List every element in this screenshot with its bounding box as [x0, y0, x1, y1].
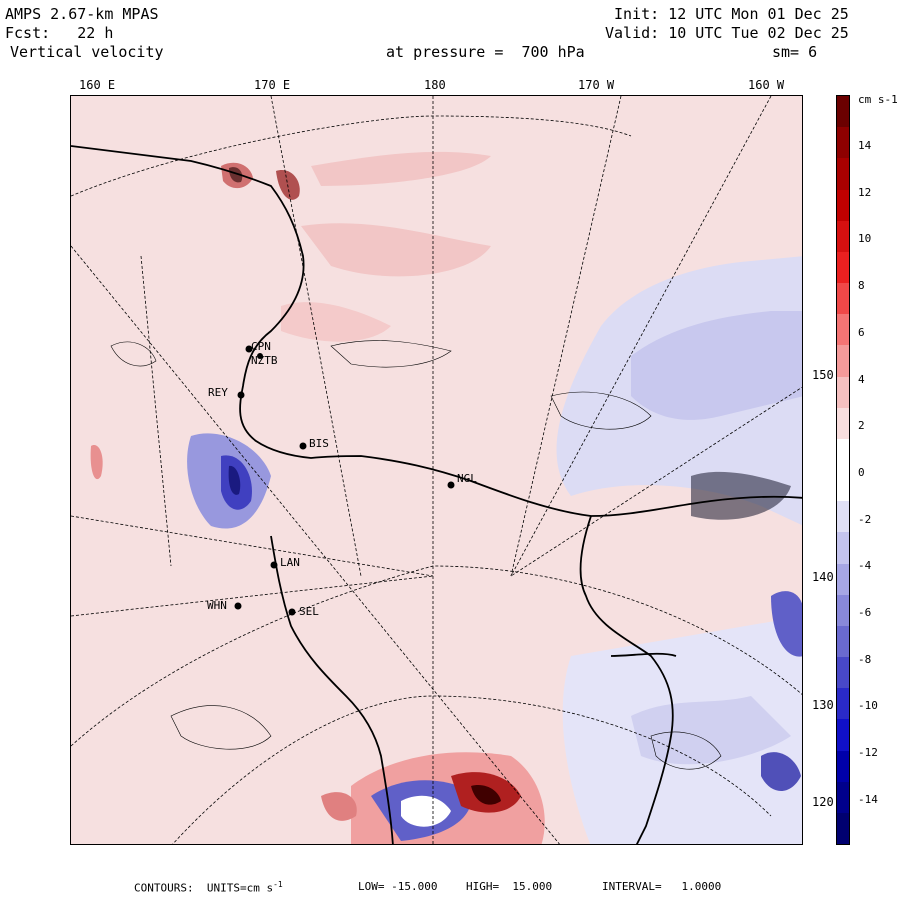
colorbar	[836, 95, 850, 845]
colorbar-segment	[837, 532, 849, 564]
model-title: AMPS 2.67-km MPAS	[5, 5, 159, 23]
forecast-hour: Fcst: 22 h	[5, 24, 114, 42]
lon-label: 170 W	[578, 78, 615, 92]
colorbar-segment	[837, 189, 849, 222]
colorbar-segment	[837, 251, 849, 284]
colorbar-segment	[837, 158, 849, 190]
lon-label: 160 E	[79, 78, 116, 92]
lon-label: 180	[424, 78, 446, 92]
colorbar-segment	[837, 812, 849, 845]
map-canvas	[71, 96, 802, 844]
colorbar-segment	[837, 719, 849, 751]
colorbar-tick-label: 12	[858, 186, 872, 199]
vertical-velocity-map[interactable]: CPN NZTB REY BIS NGL LAN WHN SEL	[70, 95, 803, 845]
contours-high: HIGH= 15.000	[466, 880, 553, 893]
lon-label: 160 W	[748, 78, 785, 92]
valid-time: Valid: 10 UTC Tue 02 Dec 25	[605, 24, 849, 42]
colorbar-unit: cm s-1	[858, 93, 898, 106]
colorbar-tick-label: -12	[858, 746, 878, 759]
colorbar-tick-label: 10	[858, 232, 872, 245]
colorbar-tick-label: -10	[858, 699, 878, 712]
colorbar-segment	[837, 314, 849, 346]
contours-low: LOW= -15.000	[358, 880, 438, 893]
colorbar-tick-label: -4	[858, 559, 872, 572]
variable-name: Vertical velocity	[10, 43, 164, 61]
colorbar-tick-label: -8	[858, 653, 872, 666]
colorbar-segment	[837, 781, 849, 814]
smoothing-value: sm= 6	[772, 43, 818, 61]
colorbar-segment	[837, 657, 849, 689]
pressure-level: at pressure = 700 hPa	[386, 43, 585, 61]
station-label: BIS	[309, 437, 329, 450]
colorbar-segment	[837, 127, 849, 159]
colorbar-segment	[837, 501, 849, 533]
station-label: NGL	[457, 472, 477, 485]
init-time: Init: 12 UTC Mon 01 Dec 25	[614, 5, 849, 23]
colorbar-segment	[837, 438, 849, 471]
colorbar-segment	[837, 96, 849, 128]
colorbar-segment	[837, 220, 849, 253]
colorbar-tick-label: -2	[858, 513, 872, 526]
colorbar-tick-label: 4	[858, 373, 865, 386]
contours-interval: INTERVAL= 1.0000	[602, 880, 722, 893]
station-label: NZTB	[251, 354, 278, 367]
station-label: LAN	[280, 556, 300, 569]
colorbar-segment	[837, 594, 849, 627]
colorbar-segment	[837, 750, 849, 783]
station-label: WHN	[207, 599, 227, 612]
colorbar-tick-label: 0	[858, 466, 865, 479]
colorbar-segment	[837, 376, 849, 409]
colorbar-tick-label: 14	[858, 139, 872, 152]
station-label: REY	[208, 386, 228, 399]
colorbar-tick-label: 8	[858, 279, 865, 292]
colorbar-segment	[837, 283, 849, 315]
colorbar-tick-label: 6	[858, 326, 865, 339]
colorbar-segment	[837, 407, 849, 440]
colorbar-segment	[837, 470, 849, 502]
colorbar-segment	[837, 563, 849, 596]
colorbar-segment	[837, 345, 849, 377]
colorbar-tick-label: 2	[858, 419, 865, 432]
colorbar-tick-label: -14	[858, 793, 878, 806]
colorbar-segment	[837, 625, 849, 658]
lon-label: 170 E	[254, 78, 291, 92]
colorbar-tick-label: -6	[858, 606, 872, 619]
colorbar-segment	[837, 688, 849, 720]
station-label: CPN	[251, 340, 271, 353]
contours-units: CONTOURS: UNITS=cm s-1	[134, 880, 283, 895]
station-label: SEL	[299, 605, 319, 618]
